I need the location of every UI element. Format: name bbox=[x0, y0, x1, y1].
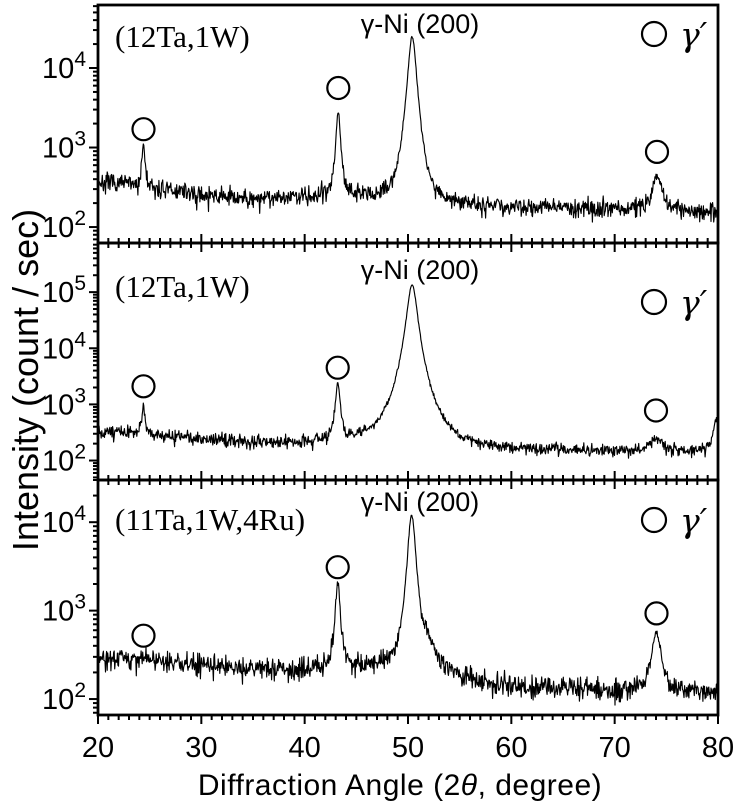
y-tick-label: 102 bbox=[42, 207, 86, 244]
gamma-prime-legend-circle-icon bbox=[640, 506, 668, 534]
gamma-prime-legend-circle-icon bbox=[640, 20, 668, 48]
y-tick-label: 105 bbox=[42, 272, 86, 309]
panel-composition-label: (11Ta,1W,4Ru) bbox=[115, 502, 305, 537]
x-tick-label: 20 bbox=[82, 732, 114, 764]
gamma-prime-legend-label: γ′ bbox=[680, 15, 708, 54]
x-axis-tick-labels: 20 30 40 50 60 70 80 bbox=[82, 732, 734, 764]
panel-composition-label: (12Ta,1W) bbox=[115, 19, 250, 54]
gamma-prime-legend-circle-icon bbox=[640, 288, 668, 316]
panel-graphics: 102 103 104 bbox=[42, 3, 720, 252]
gamma-prime-peak-circle-icon bbox=[131, 374, 156, 399]
gamma-prime-legend-label: γ′ bbox=[680, 283, 708, 322]
x-tick-label: 60 bbox=[495, 732, 527, 764]
y-tick-label: 104 bbox=[42, 328, 86, 365]
y-tick-label: 102 bbox=[42, 441, 86, 478]
xrd-intensity-curve bbox=[97, 514, 719, 706]
panel-border bbox=[96, 478, 720, 717]
gamma-prime-peak-circle-icon bbox=[644, 139, 670, 164]
x-tick-label: 40 bbox=[289, 732, 321, 764]
x-tick-label: 30 bbox=[185, 732, 217, 764]
y-tick-label: 104 bbox=[42, 48, 86, 85]
gamma-prime-peak-circle-icon bbox=[644, 601, 669, 626]
gamma-prime-peak-circle-icon bbox=[131, 623, 156, 648]
y-tick-label: 102 bbox=[42, 679, 86, 716]
xrd-intensity-curve bbox=[97, 35, 719, 223]
panel-top: 102 103 104 (12Ta,1W) γ-Ni (200) γ′ bbox=[42, 3, 720, 252]
gamma-prime-legend-label: γ′ bbox=[680, 501, 708, 540]
y-tick-label: 103 bbox=[42, 591, 86, 628]
xrd-intensity-curve bbox=[97, 284, 719, 459]
gamma-ni-200-annotation: γ-Ni (200) bbox=[361, 487, 480, 517]
gamma-prime-peak-circle-icon bbox=[325, 555, 350, 580]
panel-middle: 102 103 104 105 (12Ta,1W) γ-Ni (200) γ′ bbox=[42, 234, 720, 489]
panel-bottom: 102 103 104 (11Ta,1W,4Ru) γ-Ni (200) γ′ bbox=[42, 471, 720, 724]
x-tick-label: 70 bbox=[599, 732, 631, 764]
x-tick-label: 50 bbox=[392, 732, 424, 764]
gamma-ni-200-annotation: γ-Ni (200) bbox=[361, 255, 480, 285]
gamma-prime-peak-circle-icon bbox=[643, 398, 669, 423]
x-tick-label: 80 bbox=[702, 732, 734, 764]
gamma-ni-200-annotation: γ-Ni (200) bbox=[361, 9, 480, 39]
y-tick-label: 103 bbox=[42, 384, 86, 421]
x-axis-title: Diffraction Angle (2θ, degree) bbox=[198, 769, 602, 802]
y-tick-label: 104 bbox=[42, 502, 86, 539]
panel-graphics: 102 103 104 bbox=[42, 471, 720, 724]
gamma-prime-peak-circle-icon bbox=[131, 117, 156, 142]
gamma-prime-peak-circle-icon bbox=[325, 355, 350, 380]
panel-composition-label: (12Ta,1W) bbox=[115, 269, 250, 304]
gamma-prime-peak-circle-icon bbox=[326, 75, 351, 101]
y-axis-title: Intensity (count / sec) bbox=[5, 209, 46, 551]
y-tick-label: 103 bbox=[42, 128, 86, 165]
